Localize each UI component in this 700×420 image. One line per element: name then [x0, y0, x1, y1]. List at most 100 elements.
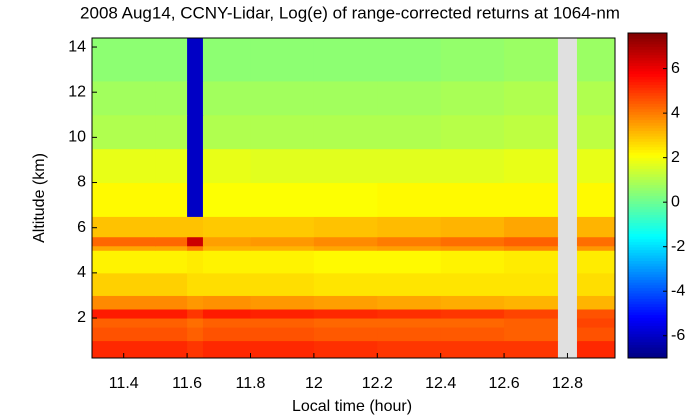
colorbar-swatch — [628, 355, 667, 359]
heatmap-cell — [92, 80, 156, 116]
colorbar-swatch — [628, 35, 667, 39]
colorbar-swatch — [628, 130, 667, 134]
colorbar-swatch — [628, 195, 667, 199]
heatmap-cell — [92, 318, 156, 328]
colorbar-swatch — [628, 168, 667, 172]
heatmap-cell — [313, 318, 378, 328]
heatmap-cell — [504, 182, 559, 217]
heatmap-cell — [504, 80, 559, 116]
colorbar-swatch — [628, 282, 667, 286]
colorbar-swatch — [628, 60, 667, 64]
colorbar-swatch — [628, 116, 667, 121]
colorbar-swatch — [628, 276, 667, 280]
heatmap-cell — [250, 216, 315, 238]
heatmap-cell — [187, 327, 204, 342]
colorbar-swatch — [628, 154, 667, 159]
heatmap-cell — [250, 250, 315, 274]
heatmap-cell — [313, 114, 378, 150]
heatmap-cell — [576, 318, 616, 328]
heatmap-cell — [155, 148, 188, 184]
y-tick-label: 12 — [68, 83, 86, 100]
heatmap-cell — [313, 340, 378, 359]
heatmap-cell — [576, 250, 616, 274]
colorbar-swatch — [628, 333, 667, 337]
heatmap-cell — [92, 114, 156, 150]
heatmap-cell — [155, 182, 188, 217]
colorbar-swatch — [628, 95, 667, 99]
heatmap-cell — [92, 295, 156, 310]
heatmap-cell — [313, 216, 378, 238]
heatmap-cell — [187, 80, 204, 116]
heatmap-cell — [202, 216, 251, 238]
heatmap-cell — [440, 80, 505, 116]
colorbar-swatch — [628, 141, 667, 145]
heatmap-cell — [576, 236, 616, 247]
heatmap-cell — [313, 272, 378, 296]
colorbar-swatch — [628, 257, 667, 261]
heatmap-cell — [187, 295, 204, 310]
colorbar: -6 -4 -2 0 2 4 6 — [627, 32, 685, 359]
colorbar-swatch — [628, 103, 667, 107]
colorbar-swatch — [628, 76, 667, 80]
colorbar-swatch — [628, 152, 667, 156]
heatmap-cell — [187, 308, 204, 319]
colorbar-swatch — [628, 119, 667, 123]
missing-data — [557, 295, 578, 310]
heatmap-cell — [250, 80, 315, 116]
colorbar-swatch — [628, 163, 667, 167]
colorbar-swatch — [628, 79, 667, 83]
colorbar-swatch — [628, 114, 667, 118]
heatmap-cell — [377, 272, 442, 296]
colorbar-swatch — [628, 46, 667, 50]
colorbar-swatch — [628, 260, 667, 264]
heatmap-cell — [377, 340, 442, 359]
heatmap-cell — [504, 250, 559, 274]
colorbar-swatch — [628, 176, 667, 180]
colorbar-swatch — [628, 84, 667, 88]
heatmap-cell — [187, 318, 204, 328]
heatmap-cell — [576, 327, 616, 342]
colorbar-swatch — [628, 111, 667, 115]
heatmap-cell — [92, 148, 156, 184]
heatmap-cell — [187, 272, 204, 296]
y-tick-label: 14 — [68, 38, 86, 55]
heatmap-cell — [250, 38, 315, 82]
colorbar-swatch — [628, 41, 667, 45]
colorbar-swatch — [628, 222, 667, 226]
heatmap-cell — [155, 236, 188, 247]
colorbar-swatch — [628, 309, 667, 313]
colorbar-swatch — [628, 190, 667, 194]
colorbar-swatch — [628, 341, 667, 345]
missing-data — [557, 272, 578, 296]
colorbar-swatch — [628, 268, 667, 272]
colorbar-swatch — [628, 108, 667, 113]
heatmap-cell — [155, 250, 188, 274]
heatmap-cell — [377, 295, 442, 310]
heatmap-cell — [440, 340, 505, 359]
colorbar-swatch — [628, 339, 667, 343]
heatmap-cell — [576, 114, 616, 150]
colorbar-swatch — [628, 181, 667, 186]
colorbar-swatch — [628, 287, 667, 291]
heatmap-cell — [202, 318, 251, 328]
colorbar-swatch — [628, 49, 667, 53]
heatmap-cell — [504, 38, 559, 82]
heatmap-cell — [187, 38, 204, 82]
heatmap-cell — [440, 250, 505, 274]
missing-data — [557, 245, 578, 251]
heatmap-cell — [313, 295, 378, 310]
heatmap-cell — [377, 308, 442, 319]
plot-frame — [91, 37, 616, 359]
x-tick-label: 11.6 — [172, 375, 202, 392]
colorbar-swatch — [628, 290, 667, 294]
heatmap-cell — [202, 38, 251, 82]
heatmap-cell — [313, 250, 378, 274]
heatmap-cell — [155, 340, 188, 359]
x-tick-label: 11.8 — [236, 375, 266, 392]
axes: 11.4 11.6 11.8 12 12.2 12.4 12.6 12.8 2 4 6 8 10 12 14 — [68, 37, 616, 392]
heatmap-cell — [504, 327, 559, 342]
heatmap — [92, 38, 616, 359]
x-axis-title: Local time (hour) — [292, 398, 412, 415]
colorbar-swatch — [628, 146, 667, 150]
heatmap-cell — [576, 245, 616, 251]
